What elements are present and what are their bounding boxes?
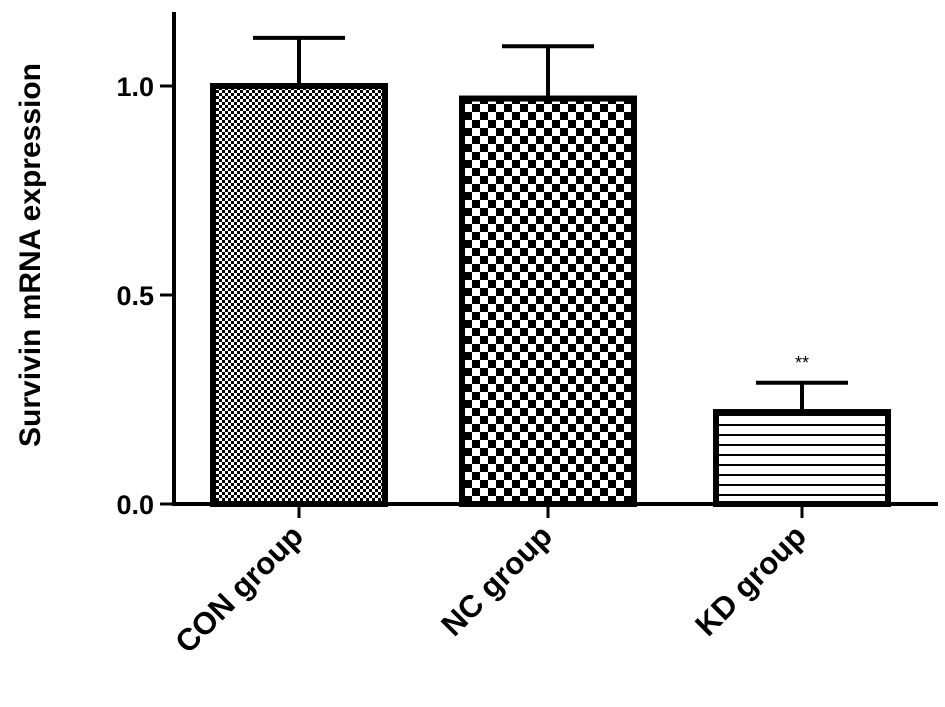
bar-nc-group bbox=[459, 95, 637, 507]
bars-layer bbox=[210, 83, 891, 508]
x-tick-label: CON group bbox=[168, 518, 310, 660]
x-tick-label: KD group bbox=[688, 518, 813, 643]
bar-kd-group bbox=[713, 409, 891, 508]
x-tick-label: NC group bbox=[434, 518, 559, 643]
y-axis-title: Survivin mRNA expression bbox=[14, 63, 47, 447]
significance-marker: ** bbox=[795, 353, 809, 373]
bar-con-group bbox=[210, 83, 388, 507]
x-tick-labels: CON group NC group KD group bbox=[168, 504, 813, 660]
annotations: ** bbox=[795, 353, 809, 373]
error-bars-layer bbox=[253, 35, 848, 413]
y-tick-label: 0.5 bbox=[116, 281, 154, 311]
y-ticks: 0.0 0.5 1.0 bbox=[116, 72, 174, 520]
y-tick-label: 0.0 bbox=[116, 490, 154, 520]
y-tick-label: 1.0 bbox=[116, 72, 154, 102]
